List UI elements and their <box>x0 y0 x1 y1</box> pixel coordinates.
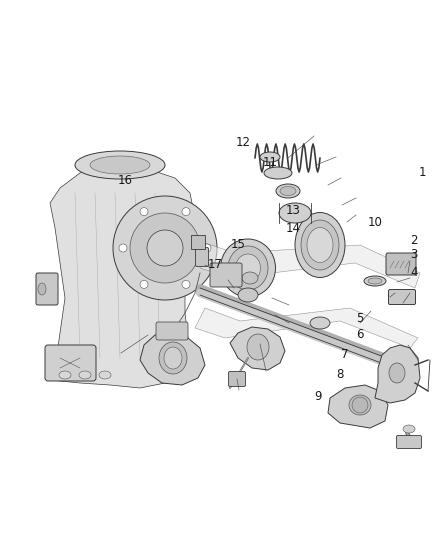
Ellipse shape <box>364 276 386 286</box>
Polygon shape <box>328 385 388 428</box>
FancyBboxPatch shape <box>229 372 246 386</box>
FancyBboxPatch shape <box>45 345 96 381</box>
FancyBboxPatch shape <box>210 263 242 287</box>
Polygon shape <box>230 327 285 370</box>
Ellipse shape <box>310 317 330 329</box>
FancyBboxPatch shape <box>195 247 208 266</box>
Ellipse shape <box>295 213 345 278</box>
Ellipse shape <box>260 152 280 162</box>
Ellipse shape <box>247 334 269 360</box>
Text: 17: 17 <box>208 259 223 271</box>
Ellipse shape <box>389 363 405 383</box>
Text: 2: 2 <box>410 233 418 246</box>
Text: 12: 12 <box>236 136 251 149</box>
Ellipse shape <box>75 151 165 179</box>
Ellipse shape <box>307 228 333 262</box>
Polygon shape <box>195 308 418 348</box>
Text: 5: 5 <box>356 311 364 325</box>
Text: 7: 7 <box>341 349 349 361</box>
Ellipse shape <box>99 371 111 379</box>
Ellipse shape <box>38 283 46 295</box>
Ellipse shape <box>279 203 311 223</box>
Text: 9: 9 <box>314 391 322 403</box>
Text: 15: 15 <box>230 238 245 252</box>
Text: 14: 14 <box>286 222 300 235</box>
Polygon shape <box>200 243 420 288</box>
Circle shape <box>130 213 200 283</box>
Polygon shape <box>375 345 420 403</box>
Ellipse shape <box>220 239 276 297</box>
FancyBboxPatch shape <box>191 235 205 249</box>
Ellipse shape <box>164 347 182 369</box>
Ellipse shape <box>301 220 339 270</box>
Text: 1: 1 <box>418 166 426 180</box>
Ellipse shape <box>264 167 292 179</box>
Ellipse shape <box>238 288 258 302</box>
Ellipse shape <box>79 371 91 379</box>
Circle shape <box>182 280 190 288</box>
Circle shape <box>140 208 148 216</box>
Ellipse shape <box>276 184 300 198</box>
Polygon shape <box>140 333 205 385</box>
Circle shape <box>203 244 211 252</box>
Ellipse shape <box>349 395 371 415</box>
Text: 4: 4 <box>410 265 418 279</box>
Ellipse shape <box>368 278 382 284</box>
Ellipse shape <box>242 272 258 284</box>
Circle shape <box>182 208 190 216</box>
Circle shape <box>140 280 148 288</box>
Text: 13: 13 <box>286 204 300 216</box>
FancyBboxPatch shape <box>389 289 416 304</box>
Circle shape <box>352 397 368 413</box>
Ellipse shape <box>228 246 268 290</box>
Polygon shape <box>45 163 195 388</box>
Text: 11: 11 <box>262 156 278 168</box>
Text: 6: 6 <box>356 328 364 342</box>
Ellipse shape <box>90 156 150 174</box>
Ellipse shape <box>59 371 71 379</box>
Text: 16: 16 <box>117 174 133 187</box>
Ellipse shape <box>403 425 415 433</box>
FancyBboxPatch shape <box>386 253 416 275</box>
Circle shape <box>113 196 217 300</box>
FancyBboxPatch shape <box>36 273 58 305</box>
Ellipse shape <box>280 187 296 196</box>
Ellipse shape <box>236 254 261 282</box>
Ellipse shape <box>159 342 187 374</box>
Text: 3: 3 <box>410 248 418 262</box>
Text: 8: 8 <box>336 368 344 382</box>
Circle shape <box>147 230 183 266</box>
Text: 10: 10 <box>367 215 382 229</box>
FancyBboxPatch shape <box>156 322 188 340</box>
Circle shape <box>119 244 127 252</box>
FancyBboxPatch shape <box>396 435 421 448</box>
